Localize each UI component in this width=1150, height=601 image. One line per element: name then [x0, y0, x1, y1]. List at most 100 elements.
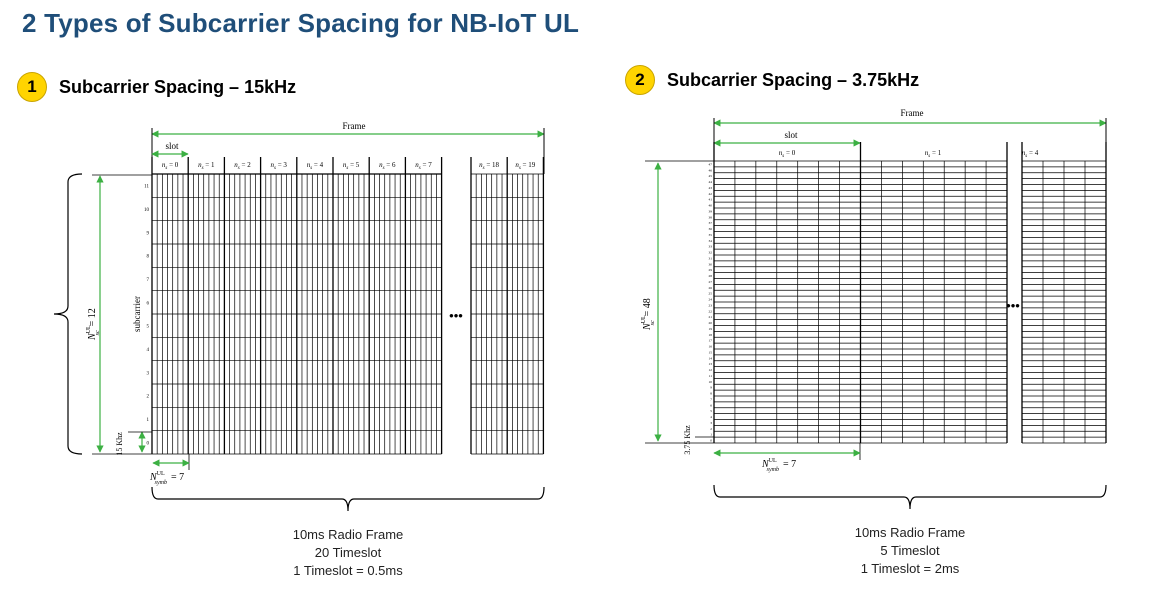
n-label-superscript: UL: [641, 315, 647, 323]
right-caption: 10ms Radio Frame 5 Timeslot 1 Timeslot =…: [810, 524, 1010, 578]
subcarrier-index-label: 25: [709, 292, 713, 296]
slot-label-value: = 1: [204, 161, 215, 169]
slot-label-subscript: s: [519, 166, 521, 171]
ellipsis: •••: [1006, 298, 1020, 313]
subcarrier-index-label: 41: [709, 198, 713, 202]
n-label-superscript: UL: [769, 458, 777, 464]
subcarrier-index-label: 2: [147, 395, 150, 400]
slot-index-label: ns = 5: [343, 161, 360, 171]
ellipsis: •••: [449, 308, 463, 323]
subcarrier-index-label: 28: [709, 274, 713, 278]
subcarrier-index-label: 1: [710, 433, 712, 437]
slot-label-value: = 4: [1027, 149, 1038, 157]
slot-label-symbol: n: [307, 161, 311, 169]
subcarrier-index-label: 1: [147, 418, 150, 423]
slot-label-subscript: s: [165, 166, 167, 171]
slot-label-value: = 6: [385, 161, 396, 169]
subcarrier-index-label: 29: [709, 268, 713, 272]
number-badge-1: 1: [17, 72, 47, 102]
subcarrier-index-label: 8: [147, 255, 150, 260]
n-label-value: = 7: [171, 472, 184, 483]
n-label-symbol: N: [87, 332, 98, 341]
slot-index-label: ns = 1: [198, 161, 215, 171]
page-title: 2 Types of Subcarrier Spacing for NB-IoT…: [22, 8, 580, 38]
subcarrier-index-label: 4: [147, 348, 150, 353]
subcarrier-index-label: 0: [710, 439, 712, 443]
subcarrier-index-label: 2: [710, 427, 712, 431]
left-vertical-brace: [53, 173, 83, 455]
right-caption-line: 10ms Radio Frame: [854, 525, 966, 540]
slot-label-value: = 4: [312, 161, 323, 169]
spacing-label: 15 Khz: [115, 432, 124, 456]
slot-label-symbol: n: [162, 161, 166, 169]
slot-label-subscript: s: [274, 166, 276, 171]
slot-label-value: = 3: [276, 161, 287, 169]
slot-index-label: ns = 4: [307, 161, 324, 171]
slot-label-subscript: s: [419, 166, 421, 171]
subcarrier-index-label: 36: [709, 227, 713, 231]
slot-label-symbol: n: [479, 161, 483, 169]
slot-label-value: = 2: [240, 161, 251, 169]
slot-label-value: = 19: [521, 161, 536, 169]
slot-label-symbol: n: [415, 161, 419, 169]
slot-index-label: ns = 0: [779, 149, 796, 159]
subcarrier-index-label: 12: [709, 368, 713, 372]
subcarrier-index-label: 22: [709, 309, 713, 313]
slot-label: slot: [165, 141, 179, 151]
slot-label-value: = 5: [348, 161, 359, 169]
subcarrier-index-label: 3: [147, 371, 150, 376]
subcarrier-index-label: 7: [710, 397, 712, 401]
nsymb-label: NUL symb = 7: [149, 471, 184, 486]
subcarrier-index-label: 47: [709, 162, 713, 166]
right-caption-line: 1 Timeslot = 2ms: [860, 561, 960, 576]
slot-index-label: ns = 19: [515, 161, 535, 171]
subcarrier-index-label: 42: [709, 192, 713, 196]
n-label-symbol: N: [149, 472, 158, 483]
subcarrier-index-label: 15: [709, 350, 713, 354]
n-label-symbol: N: [642, 322, 653, 331]
slot-index-label: ns = 6: [379, 161, 396, 171]
slot-index-label: ns = 4: [1022, 149, 1039, 159]
slot-index-label: ns = 3: [270, 161, 287, 171]
subcarrier-index-label: 24: [709, 298, 713, 302]
slot-label-symbol: n: [270, 161, 274, 169]
number-badge-2: 2: [625, 65, 655, 95]
n-label-value: = 7: [783, 459, 796, 470]
slot-index-label: ns = 18: [479, 161, 499, 171]
slot-label-subscript: s: [238, 166, 240, 171]
slot-label: slot: [784, 130, 798, 140]
subcarrier-index-label: 45: [709, 174, 713, 178]
right-heading-text: Subcarrier Spacing – 3.75kHz: [667, 69, 920, 90]
subcarrier-index-label: 20: [709, 321, 713, 325]
n-label-subscript: sc: [95, 330, 101, 335]
subcarrier-index-label: 5: [710, 409, 712, 413]
slot-label-subscript: s: [346, 166, 348, 171]
subcarrier-index-label: 6: [147, 301, 150, 306]
subcarrier-index-label: 13: [709, 362, 713, 366]
subcarrier-index-label: 40: [709, 204, 713, 208]
right-bottom-brace: [713, 484, 1107, 510]
left-caption: 10ms Radio Frame 20 Timeslot 1 Timeslot …: [248, 526, 448, 580]
subcarrier-index-label: 34: [709, 239, 713, 243]
slot-label-symbol: n: [343, 161, 347, 169]
slot-label-value: = 0: [167, 161, 178, 169]
n-label-subscript: symb: [155, 480, 167, 486]
n-label-symbol: N: [761, 459, 770, 470]
n-label-superscript: UL: [86, 325, 92, 333]
nsc-label: NUL sc = 48: [641, 298, 656, 331]
subcarrier-index-label: 11: [144, 185, 149, 190]
slot-index-label: ns = 7: [415, 161, 432, 171]
subcarrier-index-label: 43: [709, 186, 713, 190]
subcarrier-index-label: 27: [709, 280, 713, 284]
subcarrier-index-label: 35: [709, 233, 713, 237]
frame-label: Frame: [343, 121, 366, 131]
slot-label-value: = 0: [784, 149, 795, 157]
subcarrier-index-label: 37: [709, 221, 713, 225]
slot-label-symbol: n: [1022, 149, 1026, 157]
left-caption-line: 20 Timeslot: [314, 545, 382, 560]
subcarrier-index-label: 30: [709, 262, 713, 266]
subcarrier-index-label: 31: [709, 256, 713, 260]
subcarrier-index-label: 17: [709, 339, 713, 343]
